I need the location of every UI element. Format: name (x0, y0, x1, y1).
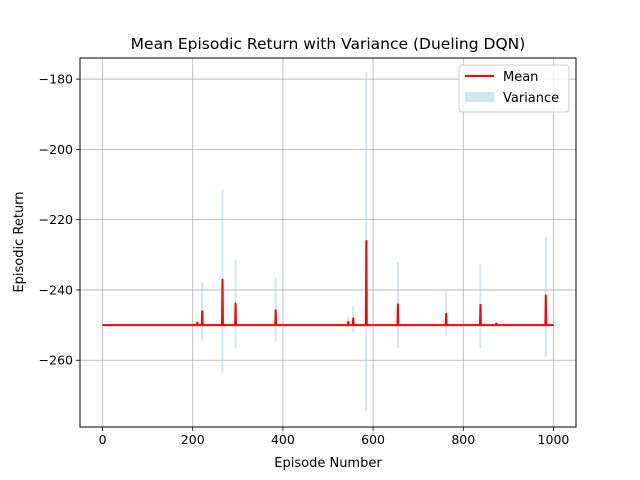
y-tick-label-3: −200 (39, 142, 73, 157)
mean-spike-point-10 (479, 303, 482, 306)
mean-spike-point-2 (221, 278, 224, 281)
y-tick-label-1: −240 (39, 282, 73, 297)
x-tick-label-0: 0 (99, 432, 107, 447)
mean-spike-point-11 (495, 322, 497, 325)
legend-mean-label: Mean (503, 70, 538, 85)
mean-spike-point-6 (352, 317, 355, 319)
legend-variance-swatch (465, 92, 494, 102)
mean-spike-point-0 (196, 321, 199, 324)
mean-spike-point-4 (274, 309, 277, 311)
mean-spike-point-7 (365, 239, 368, 242)
mean-spike-point-8 (397, 303, 399, 305)
mean-spike-point-1 (201, 310, 203, 312)
mean-spike-point-12 (544, 294, 547, 297)
y-tick-label-0: −260 (39, 353, 73, 368)
legend: Mean Variance (458, 64, 570, 113)
x-tick-label-1: 200 (181, 432, 205, 447)
mean-spike-point-9 (445, 312, 447, 315)
x-tick-label-5: 1000 (538, 432, 570, 447)
mean-spike-point-3 (234, 302, 237, 305)
x-tick-label-2: 400 (271, 432, 295, 447)
x-tick-label-4: 800 (451, 432, 475, 447)
axis-ticks: 0 200 400 600 800 1000 −260 −240 −220 −200 −180 (39, 72, 570, 447)
legend-variance-label: Variance (503, 91, 559, 106)
chart-title: Mean Episodic Return with Variance (Duel… (131, 35, 526, 53)
mean-spike-point-5 (347, 320, 350, 323)
plot-frame (79, 57, 577, 428)
x-axis-label: Episode Number (274, 456, 382, 471)
x-tick-label-3: 600 (361, 432, 385, 447)
mean-line-layer (102, 239, 554, 327)
y-axis-label: Episodic Return (12, 191, 27, 292)
y-tick-label-2: −220 (39, 212, 73, 227)
y-tick-label-4: −180 (39, 72, 73, 87)
